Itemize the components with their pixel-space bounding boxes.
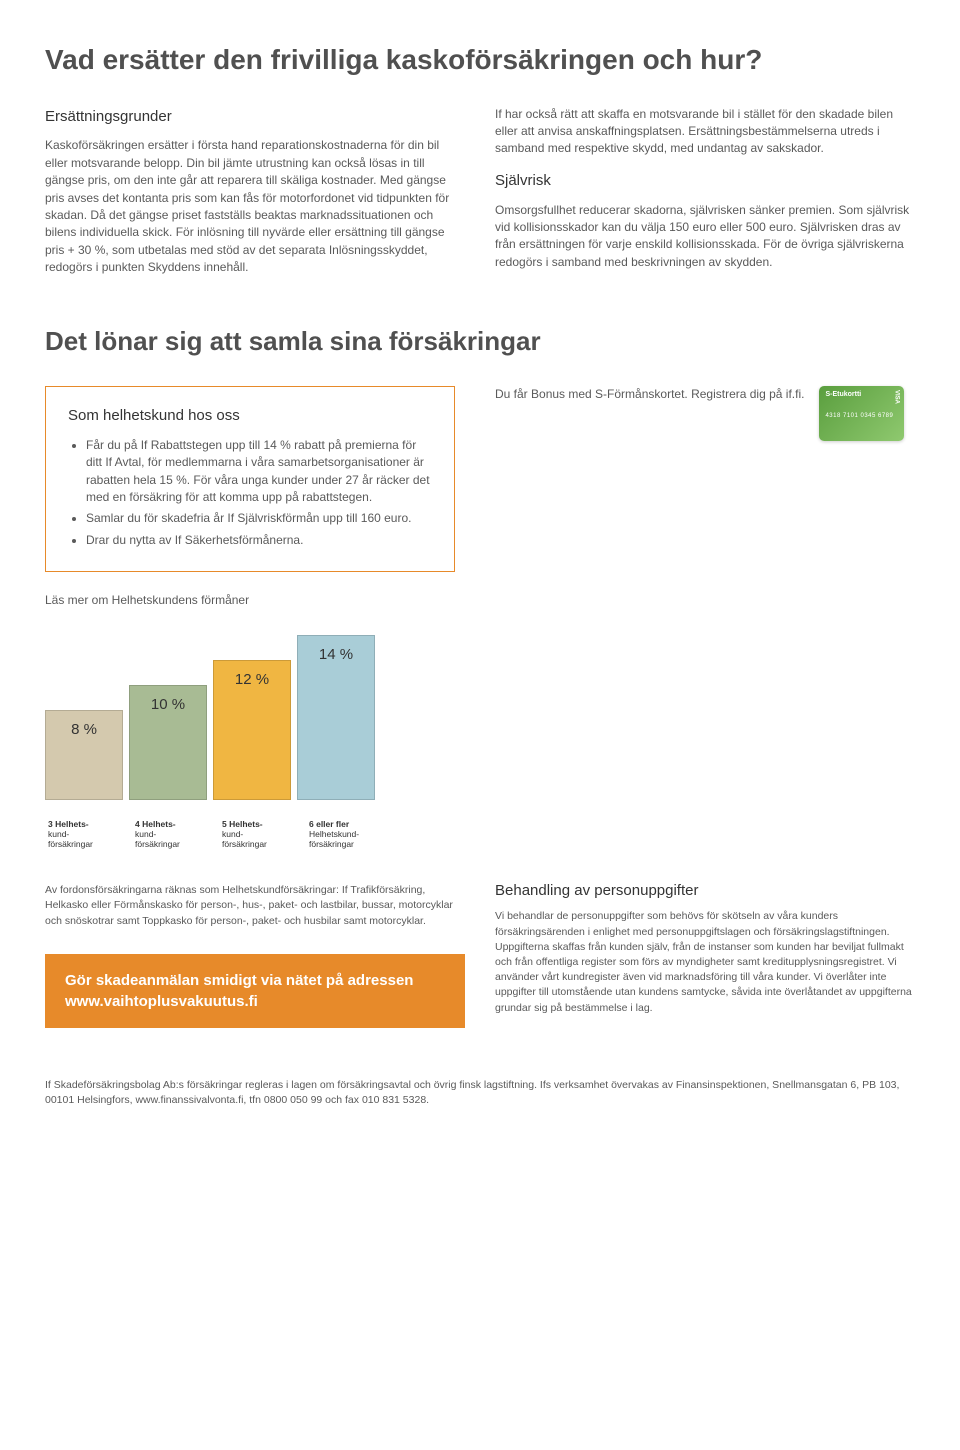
cta-box[interactable]: Gör skadeanmälan smidigt via nätet på ad… <box>45 954 465 1028</box>
axis-label: 5 Helhets-kund-försäkringar <box>219 819 300 850</box>
bar: 14 % <box>297 635 375 800</box>
mid-right: Du får Bonus med S-Förmånskortet. Regist… <box>495 386 915 572</box>
sub-heading-ersattning: Ersättningsgrunder <box>45 106 465 128</box>
paragraph: If har också rätt att skaffa en motsvara… <box>495 106 915 158</box>
intro-columns: Ersättningsgrunder Kaskoförsäkringen ers… <box>45 106 915 289</box>
list-item: Samlar du för skadefria år If Självriskf… <box>86 510 432 527</box>
page-title: Vad ersätter den frivilliga kaskoförsäkr… <box>45 40 915 81</box>
card-text: Du får Bonus med S-Förmånskortet. Regist… <box>495 386 804 403</box>
chart-link-text[interactable]: Läs mer om Helhetskundens förmåner <box>45 592 915 609</box>
bar: 10 % <box>129 685 207 800</box>
paragraph: Kaskoförsäkringen ersätter i första hand… <box>45 137 465 276</box>
info-box-title: Som helhetskund hos oss <box>68 405 432 427</box>
privacy-heading: Behandling av personuppgifter <box>495 880 915 902</box>
left-column: Ersättningsgrunder Kaskoförsäkringen ers… <box>45 106 465 289</box>
bar-chart: 8 %10 %12 %14 % 3 Helhets-kund-försäkrin… <box>45 620 405 850</box>
axis-label: 6 eller flerHelhetskund-försäkringar <box>306 819 387 850</box>
card-image: 4318 7101 0345 6789 <box>819 386 904 441</box>
bar: 8 % <box>45 710 123 800</box>
bar-wrap: 14 % <box>297 635 375 800</box>
chart-footnote: Av fordonsförsäkringarna räknas som Helh… <box>45 883 465 929</box>
bar-wrap: 12 % <box>213 660 291 800</box>
bar: 12 % <box>213 660 291 800</box>
lower-right: Behandling av personuppgifter Vi behandl… <box>495 880 915 1028</box>
info-box: Som helhetskund hos oss Får du på If Rab… <box>45 386 455 572</box>
lower-left: Av fordonsförsäkringarna räknas som Helh… <box>45 853 465 1028</box>
mid-columns: Som helhetskund hos oss Får du på If Rab… <box>45 386 915 572</box>
mid-left: Som helhetskund hos oss Får du på If Rab… <box>45 386 465 572</box>
axis-label: 3 Helhets-kund-försäkringar <box>45 819 126 850</box>
list-item: Får du på If Rabattstegen upp till 14 % … <box>86 437 432 507</box>
privacy-body: Vi behandlar de personuppgifter som behö… <box>495 909 915 1016</box>
bonus-card-row: Du får Bonus med S-Förmånskortet. Regist… <box>495 386 915 441</box>
list-item: Drar du nytta av If Säkerhetsförmånerna. <box>86 532 432 549</box>
lower-row: Av fordonsförsäkringarna räknas som Helh… <box>45 850 915 1028</box>
right-column: If har också rätt att skaffa en motsvara… <box>495 106 915 289</box>
page-footer: If Skadeförsäkringsbolag Ab:s försäkring… <box>45 1078 915 1108</box>
sub-heading-sjalvrisk: Självrisk <box>495 170 915 192</box>
section-heading: Det lönar sig att samla sina försäkringa… <box>45 323 915 361</box>
axis-label: 4 Helhets-kund-försäkringar <box>132 819 213 850</box>
info-list: Får du på If Rabattstegen upp till 14 % … <box>68 437 432 549</box>
paragraph: Omsorgsfullhet reducerar skadorna, själv… <box>495 202 915 272</box>
bar-wrap: 8 % <box>45 710 123 800</box>
card-number: 4318 7101 0345 6789 <box>825 412 893 421</box>
bar-wrap: 10 % <box>129 685 207 800</box>
